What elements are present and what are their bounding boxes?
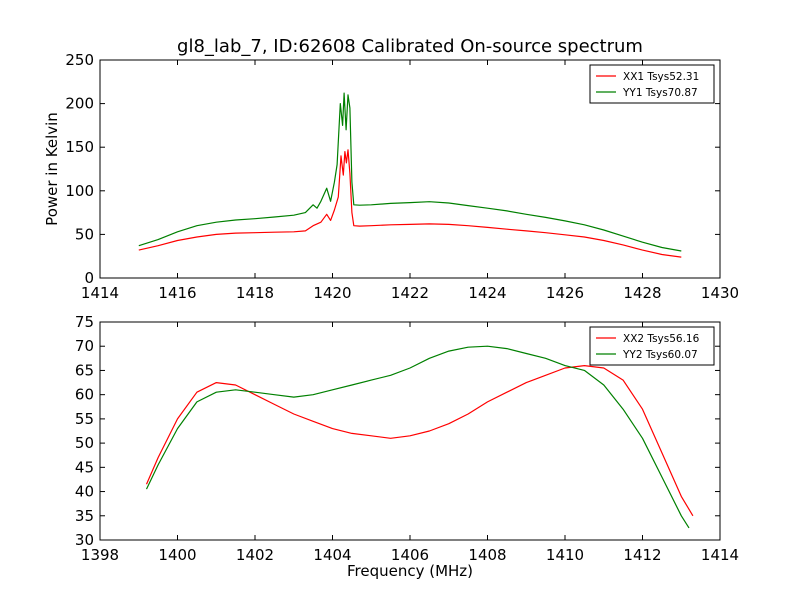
x-tick-label: 1414 — [81, 284, 119, 302]
x-tick-label: 1418 — [236, 284, 274, 302]
yy-series-line-2 — [145, 345, 690, 529]
legend-label: YY1 Tsys70.87 — [622, 87, 698, 99]
y-tick-label: 55 — [75, 410, 94, 428]
x-tick-label: 1400 — [158, 546, 196, 564]
y-tick-label: 60 — [75, 386, 94, 404]
y-tick-label: 100 — [65, 182, 94, 200]
yy-series-line-1 — [138, 92, 682, 252]
legend-1: XX1 Tsys52.31 YY1 Tsys70.87 — [589, 64, 715, 104]
x-tick-label: 1408 — [468, 546, 506, 564]
y-tick-label: 40 — [75, 483, 94, 501]
top-spectrum-panel: 1414 1416 1418 1420 1422 1424 1426 1428 1430 0 50 1… — [43, 51, 739, 302]
y-tick-label: 0 — [84, 269, 94, 287]
figure-title: gl8_lab_7, ID:62608 Calibrated On-source… — [177, 36, 643, 57]
y-tick-label: 65 — [75, 361, 94, 379]
y-tick-label: 200 — [65, 95, 94, 113]
x-tick-label: 1420 — [313, 284, 351, 302]
x-tick-label: 1414 — [701, 546, 739, 564]
x-tick-label: 1406 — [391, 546, 429, 564]
x-tick-label: 1412 — [623, 546, 661, 564]
x-tick-label: 1416 — [158, 284, 196, 302]
x-tick-label: 1430 — [701, 284, 739, 302]
x-tick-label: 1426 — [546, 284, 584, 302]
x-tick-label: 1410 — [546, 546, 584, 564]
legend-2: XX2 Tsys56.16 YY2 Tsys60.07 — [589, 326, 715, 366]
x-tick-label: 1422 — [391, 284, 429, 302]
y-axis-label: Power in Kelvin — [43, 112, 61, 226]
x-axis-label: Frequency (MHz) — [347, 562, 473, 580]
x-tick-label: 1398 — [81, 546, 119, 564]
x-tick-label: 1428 — [623, 284, 661, 302]
y-tick-label: 50 — [75, 225, 94, 243]
xx-series-line-2 — [145, 365, 694, 517]
y-tick-label: 75 — [75, 313, 94, 331]
y-tick-label: 150 — [65, 138, 94, 156]
legend-box — [589, 326, 715, 366]
y-tick-label: 45 — [75, 458, 94, 476]
legend-label: YY2 Tsys60.07 — [622, 349, 698, 361]
bottom-spectrum-panel: 1398 1400 1402 1404 1406 1408 1410 1412 1414 30 35… — [75, 313, 739, 580]
x-tick-label: 1424 — [468, 284, 506, 302]
x-tick-label: 1404 — [313, 546, 351, 564]
legend-label: XX2 Tsys56.16 — [623, 333, 700, 345]
y-tick-label: 30 — [75, 531, 94, 549]
xx-series-line-1 — [138, 149, 682, 258]
y-tick-label: 250 — [65, 51, 94, 69]
y-tick-label: 35 — [75, 507, 94, 525]
legend-label: XX1 Tsys52.31 — [623, 71, 699, 83]
y-tick-label: 50 — [75, 434, 94, 452]
x-tick-label: 1402 — [236, 546, 274, 564]
legend-box — [589, 64, 715, 104]
y-tick-label: 70 — [75, 337, 94, 355]
